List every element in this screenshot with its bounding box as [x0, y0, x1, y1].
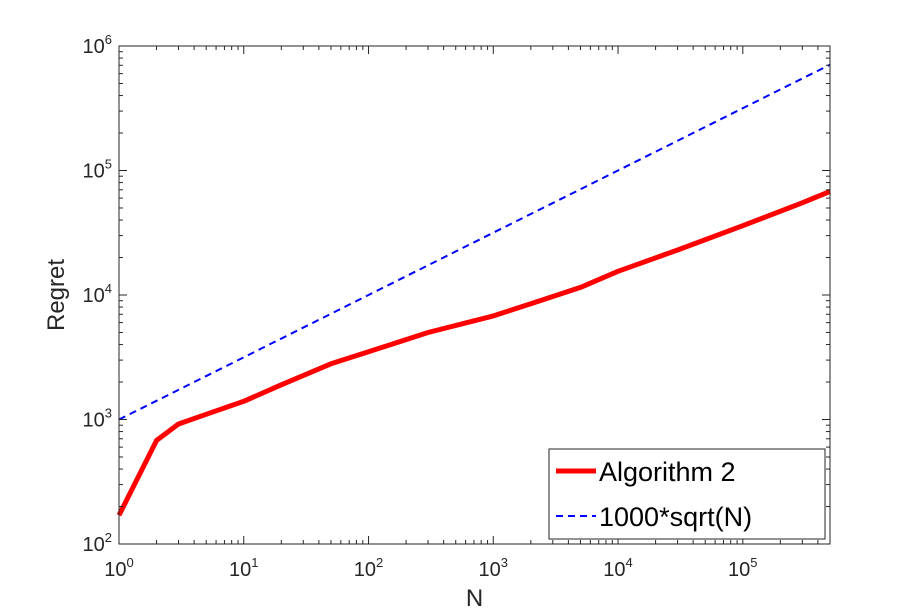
x-axis-label: N: [466, 585, 483, 612]
y-tick-label: 106: [83, 32, 112, 58]
legend-box: [548, 448, 826, 540]
legend-label-1000-sqrt-n: 1000*sqrt(N): [599, 502, 752, 532]
x-tick-label: 103: [479, 555, 508, 581]
legend-label-algorithm-2: Algorithm 2: [599, 457, 736, 487]
x-tick-label: 104: [603, 555, 632, 581]
plot-lines: [116, 63, 831, 517]
legend: Algorithm 2 1000*sqrt(N): [548, 448, 826, 540]
y-axis-label: Regret: [43, 259, 70, 331]
x-tick-label: 105: [728, 555, 757, 581]
ticks: [118, 45, 831, 545]
series-line-1000-sqrt-n: [118, 63, 831, 421]
y-tick-label: 103: [83, 406, 112, 432]
y-tick-label: 104: [83, 281, 112, 307]
x-tick-label: 102: [354, 555, 383, 581]
x-tick-labels: 100 101 102 103 104 105: [104, 555, 757, 581]
y-tick-labels: 102 103 104 105 106: [83, 32, 112, 556]
x-tick-label: 100: [104, 555, 133, 581]
x-tick-label: 101: [229, 555, 258, 581]
y-tick-label: 105: [83, 157, 112, 183]
series-line-algorithm-2: [116, 189, 831, 517]
y-tick-label: 102: [83, 530, 112, 556]
